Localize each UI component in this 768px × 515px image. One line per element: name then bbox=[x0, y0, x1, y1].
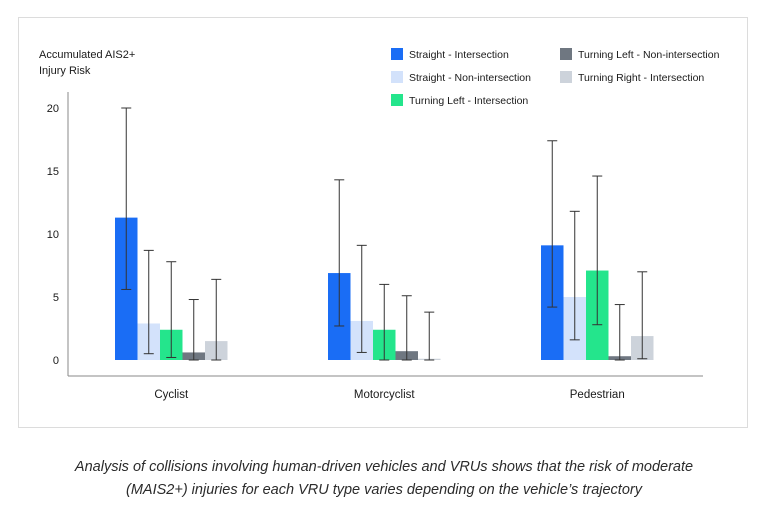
legend-label-3: Turning Left - Intersection bbox=[409, 95, 528, 107]
legend-label-2: Straight - Non-intersection bbox=[409, 72, 531, 84]
legend-swatch-1 bbox=[391, 48, 403, 60]
legend-swatch-3 bbox=[391, 94, 403, 106]
y-axis-title-line-2: Injury Risk bbox=[39, 65, 91, 77]
x-tick-label-motorcyclist: Motorcyclist bbox=[354, 389, 416, 401]
figure-caption: Analysis of collisions involving human-d… bbox=[0, 456, 768, 502]
y-tick-label-10: 10 bbox=[47, 229, 59, 241]
chart-frame: Accumulated AIS2+ Injury Risk 0 5 10 15 20 Cycl… bbox=[18, 17, 748, 428]
y-axis-title-line-1: Accumulated AIS2+ bbox=[39, 49, 135, 61]
legend-label-5: Turning Right - Intersection bbox=[578, 72, 704, 84]
caption-line-1: Analysis of collisions involving human-d… bbox=[74, 459, 694, 475]
y-tick-label-5: 5 bbox=[53, 292, 59, 304]
legend-label-4: Turning Left - Non-intersection bbox=[578, 49, 720, 61]
legend-label-1: Straight - Intersection bbox=[409, 49, 509, 61]
x-tick-label-cyclist: Cyclist bbox=[154, 389, 189, 401]
x-tick-label-pedestrian: Pedestrian bbox=[570, 389, 625, 401]
y-tick-label-20: 20 bbox=[47, 103, 59, 115]
caption-line-2: (MAIS2+) injuries for each VRU type vari… bbox=[126, 482, 642, 498]
legend-swatch-2 bbox=[391, 71, 403, 83]
y-tick-label-15: 15 bbox=[47, 166, 59, 178]
legend-swatch-5 bbox=[560, 71, 572, 83]
bar-chart: Accumulated AIS2+ Injury Risk 0 5 10 15 20 Cycl… bbox=[39, 48, 720, 401]
legend-swatch-4 bbox=[560, 48, 572, 60]
y-tick-label-0: 0 bbox=[53, 355, 59, 367]
